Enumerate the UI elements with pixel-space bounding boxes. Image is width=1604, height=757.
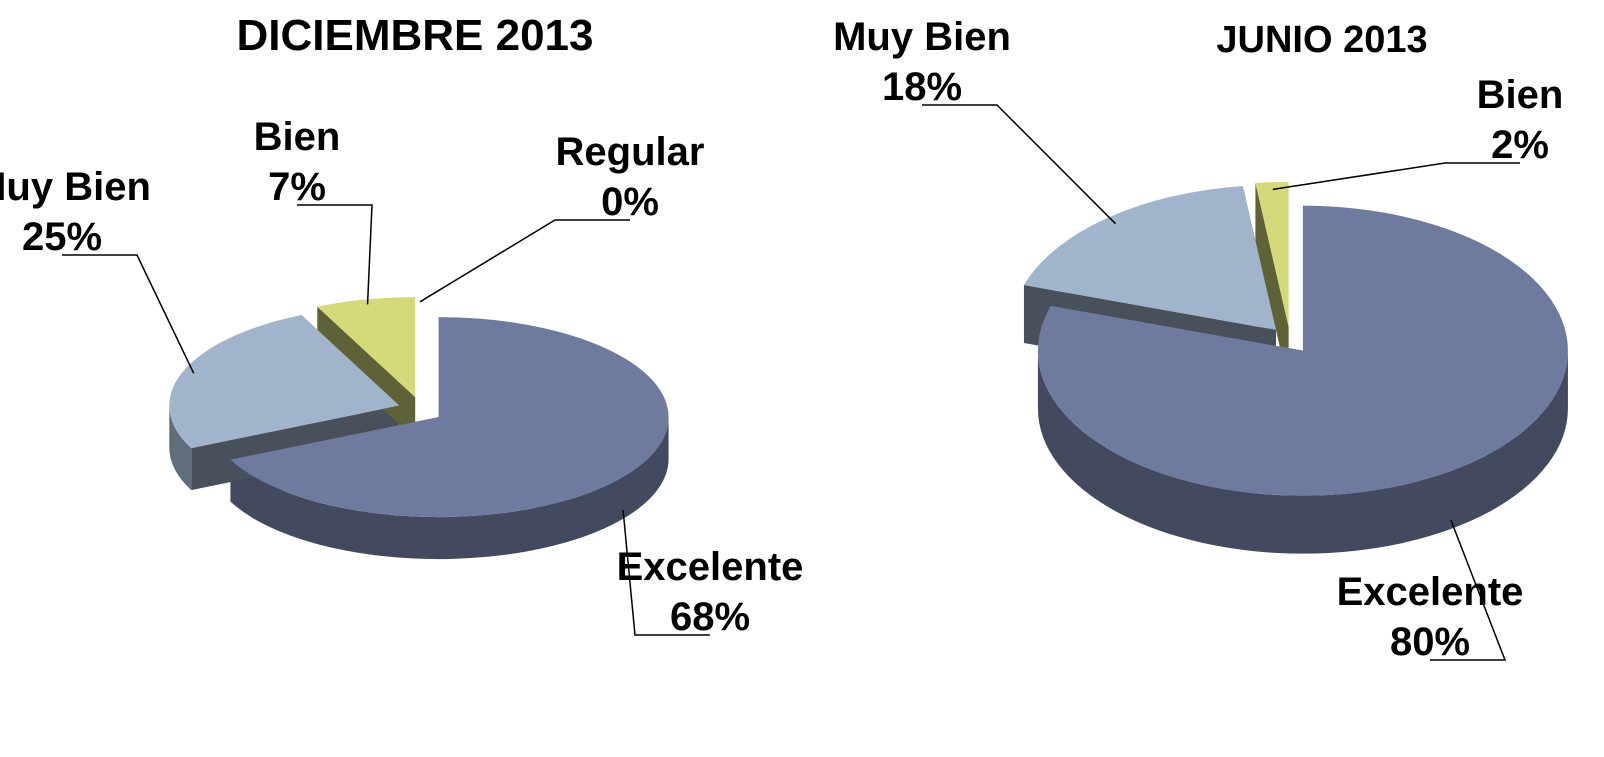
value-label: 7% xyxy=(268,165,326,209)
data-label: Muy Bien 18% xyxy=(833,15,1011,109)
data-label: Regular 0% xyxy=(556,130,705,224)
data-label: Excelente 80% xyxy=(1337,570,1524,664)
pie-slice xyxy=(317,297,416,398)
slice-side xyxy=(1037,350,1568,554)
data-label: Excelente 68% xyxy=(617,545,804,639)
pie-slice xyxy=(1255,181,1289,327)
category-label: Muy Bien xyxy=(833,15,1011,59)
category-label: Excelente xyxy=(617,545,804,589)
slice-side xyxy=(230,417,669,560)
slice-side xyxy=(169,405,192,491)
category-label: Bien xyxy=(254,115,341,159)
data-label: Bien 7% xyxy=(254,115,341,209)
leader-line xyxy=(922,104,1117,225)
leader-line xyxy=(62,254,195,374)
data-label: Bien 2% xyxy=(1477,73,1564,167)
pie-slice xyxy=(1023,185,1276,330)
leader-line xyxy=(419,219,630,303)
leader-line xyxy=(1272,162,1520,191)
value-label: 0% xyxy=(601,180,659,224)
slice-cut xyxy=(1255,182,1289,385)
category-label: Muy Bien xyxy=(0,165,151,209)
value-label: 2% xyxy=(1491,123,1549,167)
pie-slice xyxy=(230,317,669,518)
leader-line xyxy=(1430,519,1507,661)
value-label: 80% xyxy=(1390,620,1470,664)
category-label: Excelente xyxy=(1337,570,1524,614)
category-label: Bien xyxy=(1477,73,1564,117)
chart-title: JUNIO 2013 xyxy=(1216,19,1427,61)
value-label: 68% xyxy=(670,595,750,639)
leader-line xyxy=(297,204,373,305)
chart-title: DICIEMBRE 2013 xyxy=(236,11,593,60)
pie-slice xyxy=(1037,205,1568,496)
category-label: Regular xyxy=(556,130,705,174)
data-label: Muy Bien 25% xyxy=(0,165,151,259)
value-label: 25% xyxy=(22,215,102,259)
pie-slice xyxy=(169,315,400,449)
value-label: 18% xyxy=(882,65,962,109)
leader-line xyxy=(622,509,710,636)
